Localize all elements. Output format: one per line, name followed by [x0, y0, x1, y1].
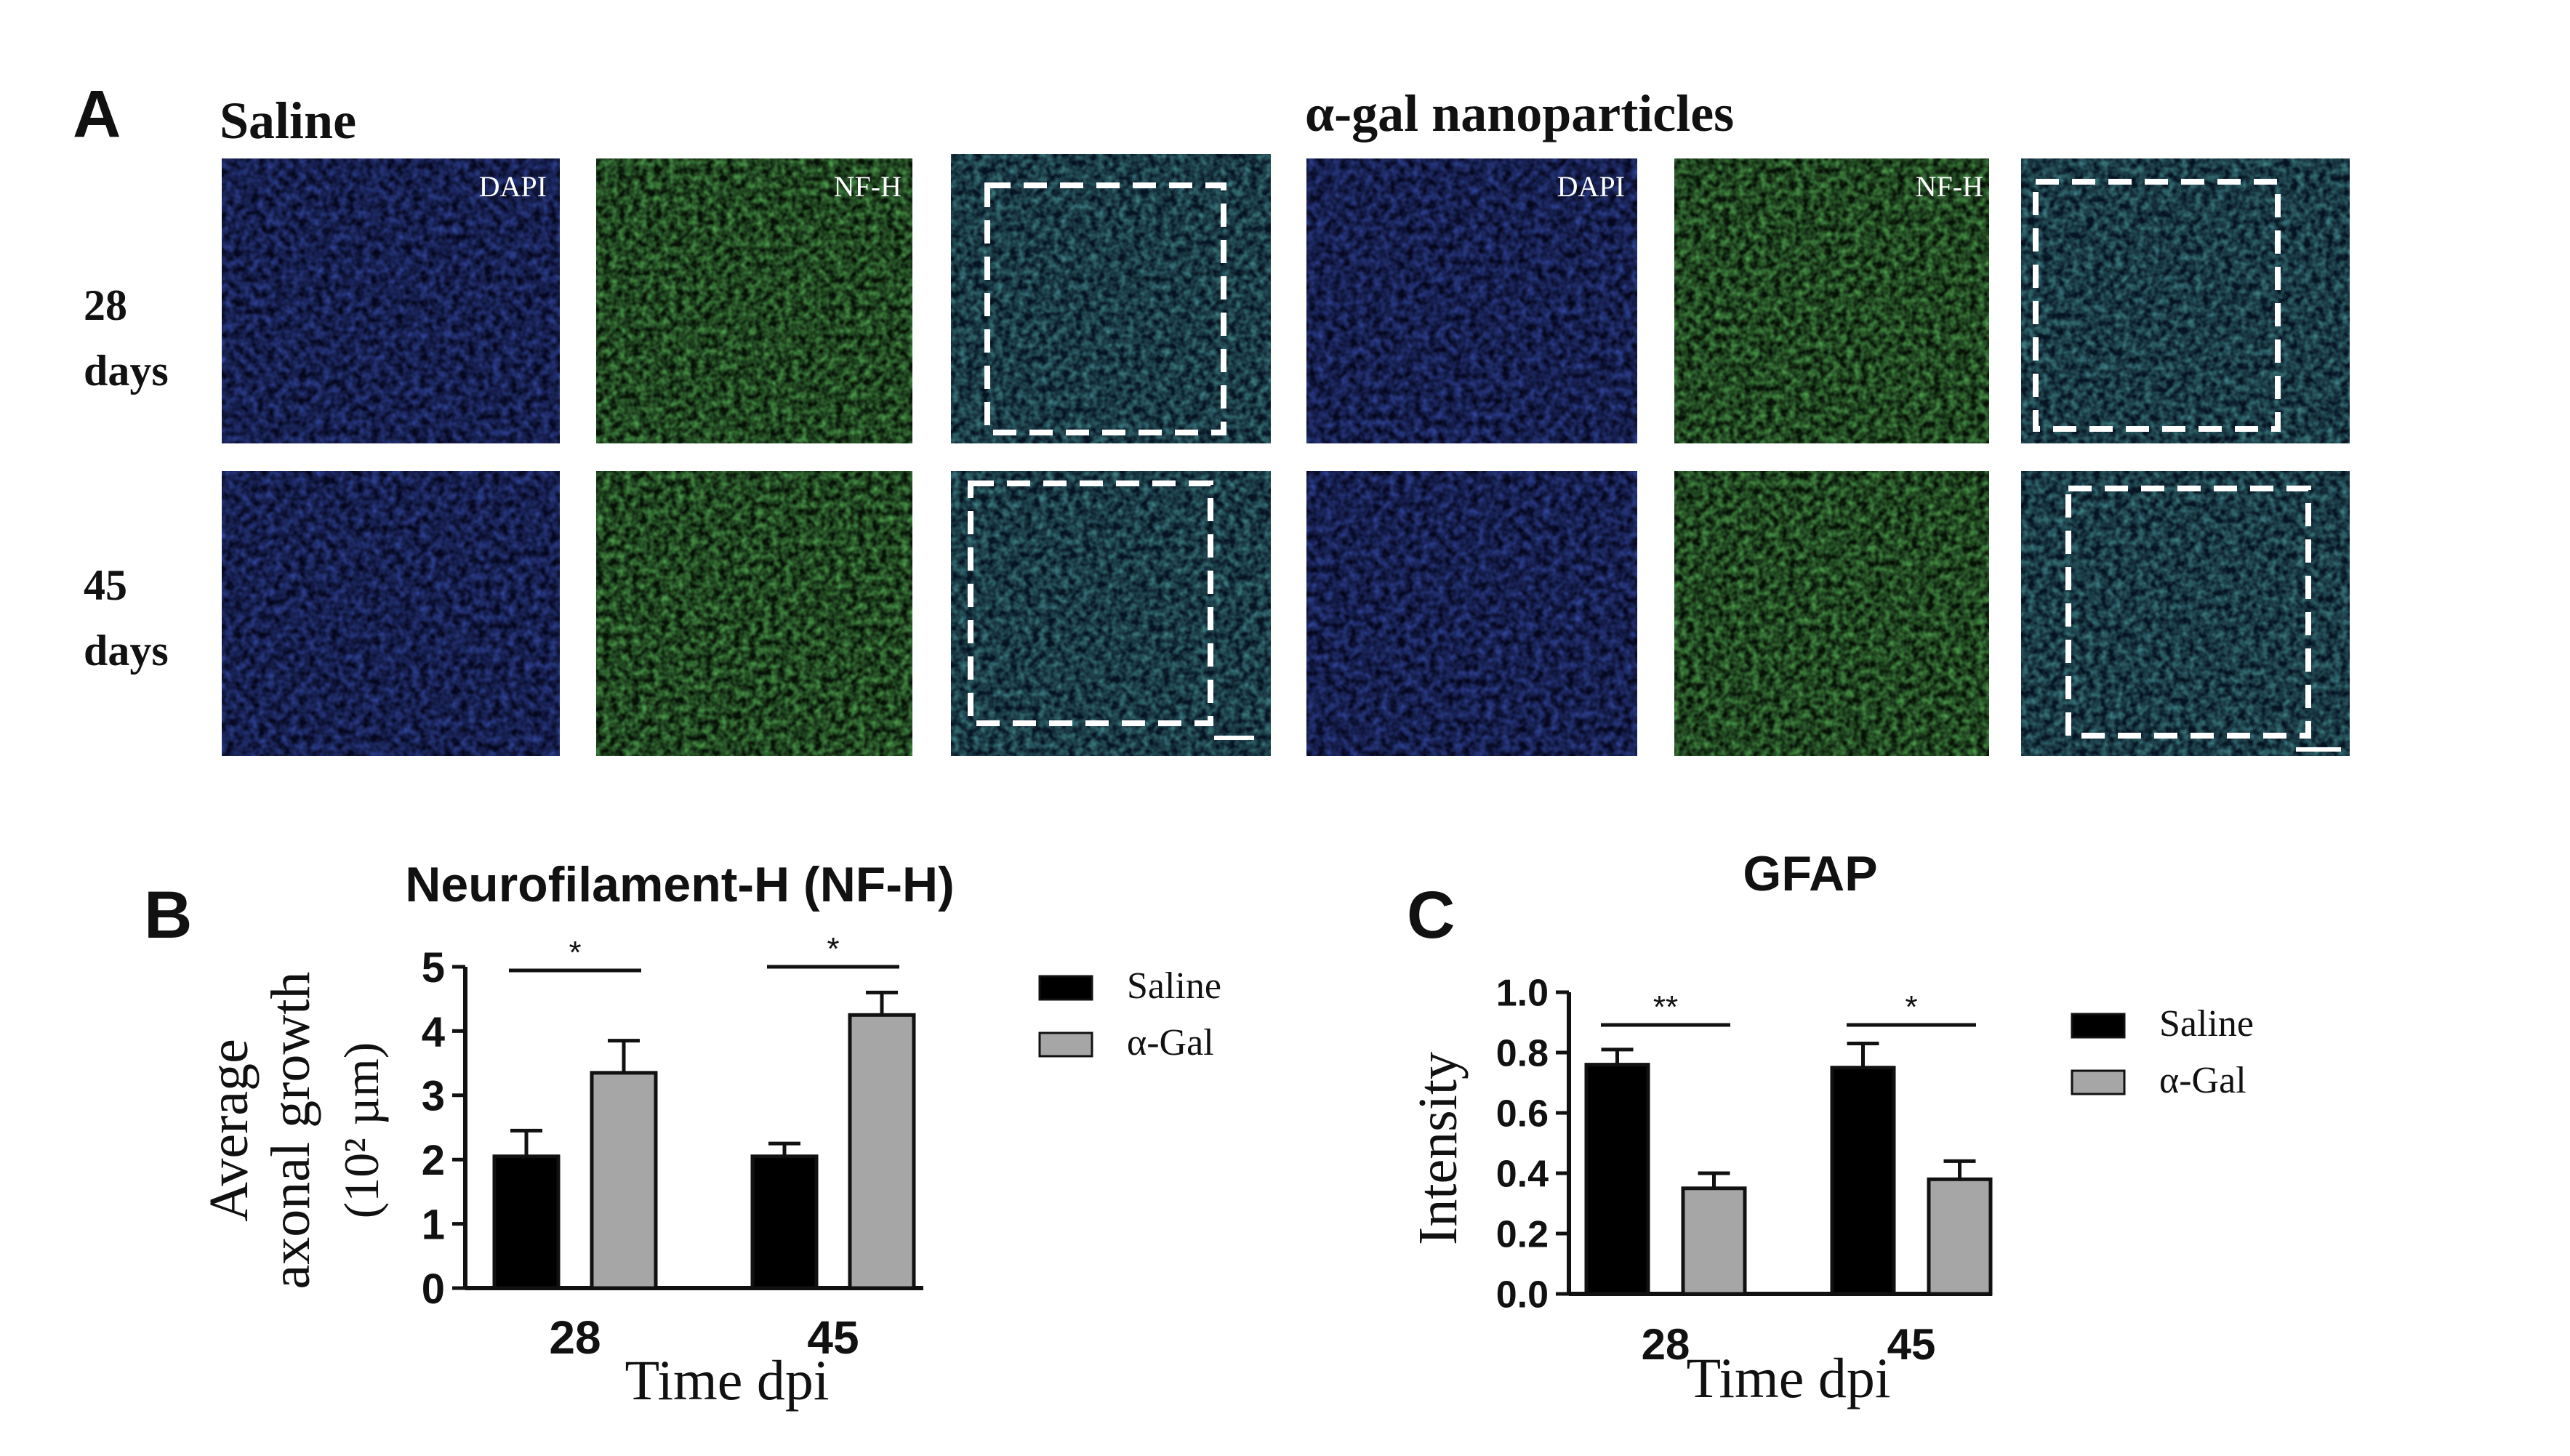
- legend-swatch: [1038, 975, 1093, 1001]
- x-tick-label: 45: [807, 1311, 859, 1364]
- panel-c-letter: C: [1407, 878, 1455, 952]
- y-axis-label: Average: [198, 1039, 260, 1222]
- region-of-interest-box: [984, 182, 1226, 435]
- micrograph-agal-45-nfh: [1674, 471, 1989, 756]
- scale-bar: [1214, 736, 1254, 740]
- y-tick-label: 0.2: [1496, 1214, 1549, 1256]
- bar-saline: [750, 1154, 819, 1290]
- y-tick-label: 0.4: [1496, 1154, 1549, 1196]
- row-label-45-number: 45: [84, 561, 127, 609]
- scale-bar: [2296, 747, 2341, 752]
- chart-gfap: GFAP 0.0 0.2 0.4 0.6 0.8 1.0 28 ** 45 * Time dpi Sal…: [1408, 846, 2254, 1409]
- legend-label: Saline: [2159, 1003, 2254, 1045]
- x-tick-label: 45: [1887, 1320, 1936, 1369]
- bar-agal: [848, 1013, 916, 1290]
- y-axis-label: Intensity: [1408, 1052, 1469, 1245]
- region-of-interest-box: [968, 480, 1213, 726]
- micrograph-saline-45-merge: [951, 471, 1271, 756]
- y-tick-label: 0: [422, 1266, 445, 1313]
- y-tick-label: 4: [422, 1008, 445, 1055]
- micrograph-agal-45-dapi: [1306, 471, 1637, 756]
- legend-label: Saline: [1127, 965, 1221, 1007]
- micrograph-saline-28-nfh: NF-H: [596, 158, 912, 443]
- y-axis-label: axonal growth: [260, 972, 321, 1290]
- legend-label: α-Gal: [2159, 1060, 2246, 1101]
- chart-title: GFAP: [1743, 846, 1877, 901]
- legend-swatch: [2071, 1013, 2126, 1039]
- legend-label: α-Gal: [1127, 1022, 1214, 1063]
- significance-marker: *: [1905, 989, 1917, 1025]
- region-of-interest-box: [2065, 486, 2311, 739]
- micrograph-agal-28-nfh: NF-H: [1674, 158, 1989, 443]
- micrograph-agal-28-dapi: DAPI: [1306, 158, 1637, 443]
- micrograph-saline-45-nfh: [596, 471, 912, 756]
- y-tick-label: 2: [422, 1137, 445, 1184]
- channel-label-nfh: NF-H: [834, 170, 901, 203]
- y-tick-label: 3: [422, 1073, 445, 1120]
- legend-swatch: [2071, 1069, 2126, 1095]
- legend-swatch: [1038, 1031, 1093, 1058]
- panel-b-letter: B: [144, 878, 192, 952]
- y-tick-label: 1: [422, 1201, 445, 1248]
- significance-marker: **: [1653, 989, 1678, 1025]
- bar-agal: [1681, 1186, 1747, 1296]
- channel-label-dapi: DAPI: [479, 170, 547, 203]
- y-tick-label: 5: [422, 944, 445, 992]
- micrograph-agal-45-merge: [2021, 471, 2350, 756]
- group-label-saline: Saline: [220, 92, 356, 150]
- micrograph-saline-28-dapi: DAPI: [222, 158, 560, 443]
- bar-agal: [590, 1071, 658, 1290]
- row-label-28-unit: days: [84, 347, 169, 395]
- significance-marker: *: [569, 935, 581, 970]
- x-tick-label: 28: [1642, 1320, 1690, 1369]
- channel-label-dapi: DAPI: [1557, 170, 1625, 203]
- micrograph-saline-45-dapi: [222, 471, 560, 756]
- group-label-agal: α-gal nanoparticles: [1305, 84, 1734, 142]
- row-label-28-number: 28: [84, 281, 127, 329]
- y-tick-label: 0.8: [1496, 1033, 1549, 1075]
- micrograph-saline-28-merge: [951, 154, 1271, 443]
- bar-saline: [1584, 1063, 1650, 1296]
- x-axis-label: Time dpi: [1686, 1346, 1890, 1409]
- row-label-45-unit: days: [84, 627, 169, 675]
- y-axis-label: (10² µm): [334, 1042, 389, 1219]
- micrograph-agal-28-merge: [2021, 158, 2350, 443]
- chart-title: Neurofilament-H (NF-H): [405, 857, 955, 912]
- bar-saline: [492, 1154, 561, 1290]
- x-axis-label: Time dpi: [625, 1348, 829, 1412]
- channel-label-nfh: NF-H: [1916, 170, 1983, 203]
- region-of-interest-box: [2033, 179, 2281, 432]
- y-tick-label: 0.0: [1496, 1274, 1549, 1316]
- panel-a-letter: A: [73, 77, 121, 151]
- x-tick-label: 28: [549, 1311, 601, 1364]
- y-tick-label: 0.6: [1496, 1093, 1549, 1135]
- bar-agal: [1927, 1177, 1993, 1296]
- y-tick-label: 1.0: [1496, 973, 1549, 1015]
- bar-saline: [1830, 1066, 1896, 1296]
- significance-marker: *: [827, 931, 839, 967]
